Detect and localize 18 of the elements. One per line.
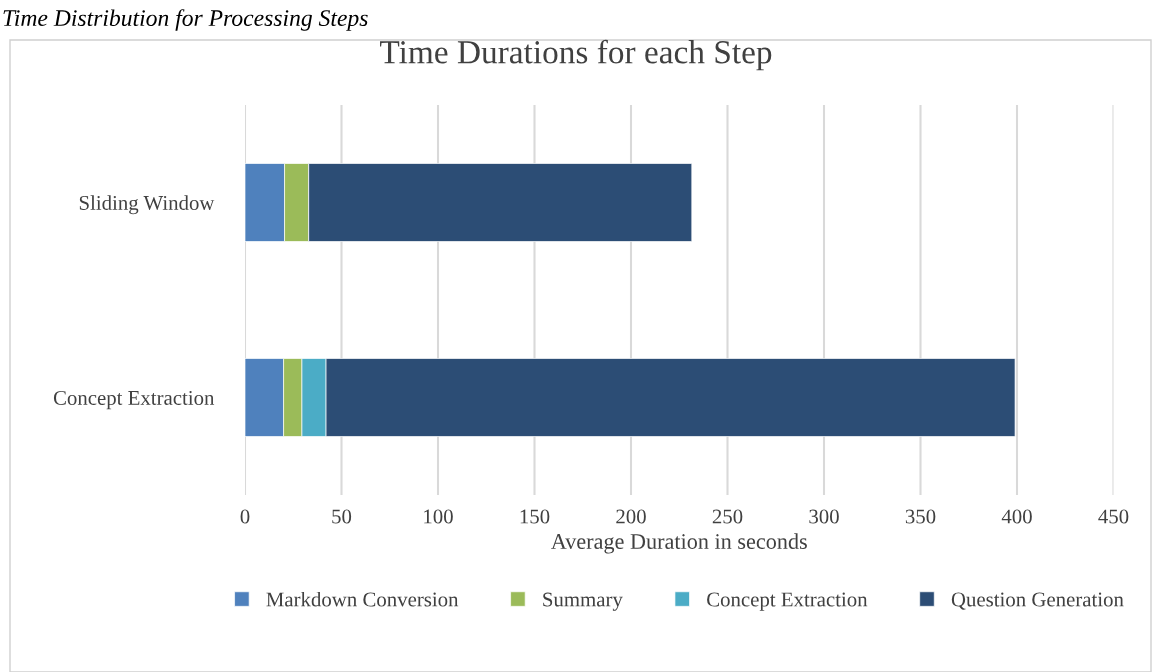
- x-tick-label: 250: [712, 509, 743, 524]
- legend-label: Markdown Conversion: [266, 591, 459, 607]
- x-tick-label: 50: [332, 509, 352, 524]
- y-tick-label: Sliding Window: [79, 195, 215, 215]
- legend-label: Concept Extraction: [707, 592, 868, 611]
- x-tick-label: 350: [905, 509, 936, 524]
- x-tick-label: 0: [240, 509, 250, 524]
- x-tick-label: 200: [616, 509, 646, 524]
- x-tick-label: 100: [424, 509, 453, 524]
- text: Time Distribution for Processing Steps: [3, 9, 368, 31]
- x-tick-label: 400: [1001, 509, 1032, 524]
- x-tick-label: 450: [1098, 509, 1129, 524]
- chart-title: Time Durations for each Step: [380, 39, 772, 71]
- x-axis-title: Average Duration in seconds: [551, 533, 807, 554]
- legend-label: Question Generation: [951, 592, 1124, 610]
- x-tick-label: 300: [809, 509, 839, 524]
- x-tick-label: 150: [520, 509, 550, 524]
- legend-label: Summary: [543, 592, 623, 611]
